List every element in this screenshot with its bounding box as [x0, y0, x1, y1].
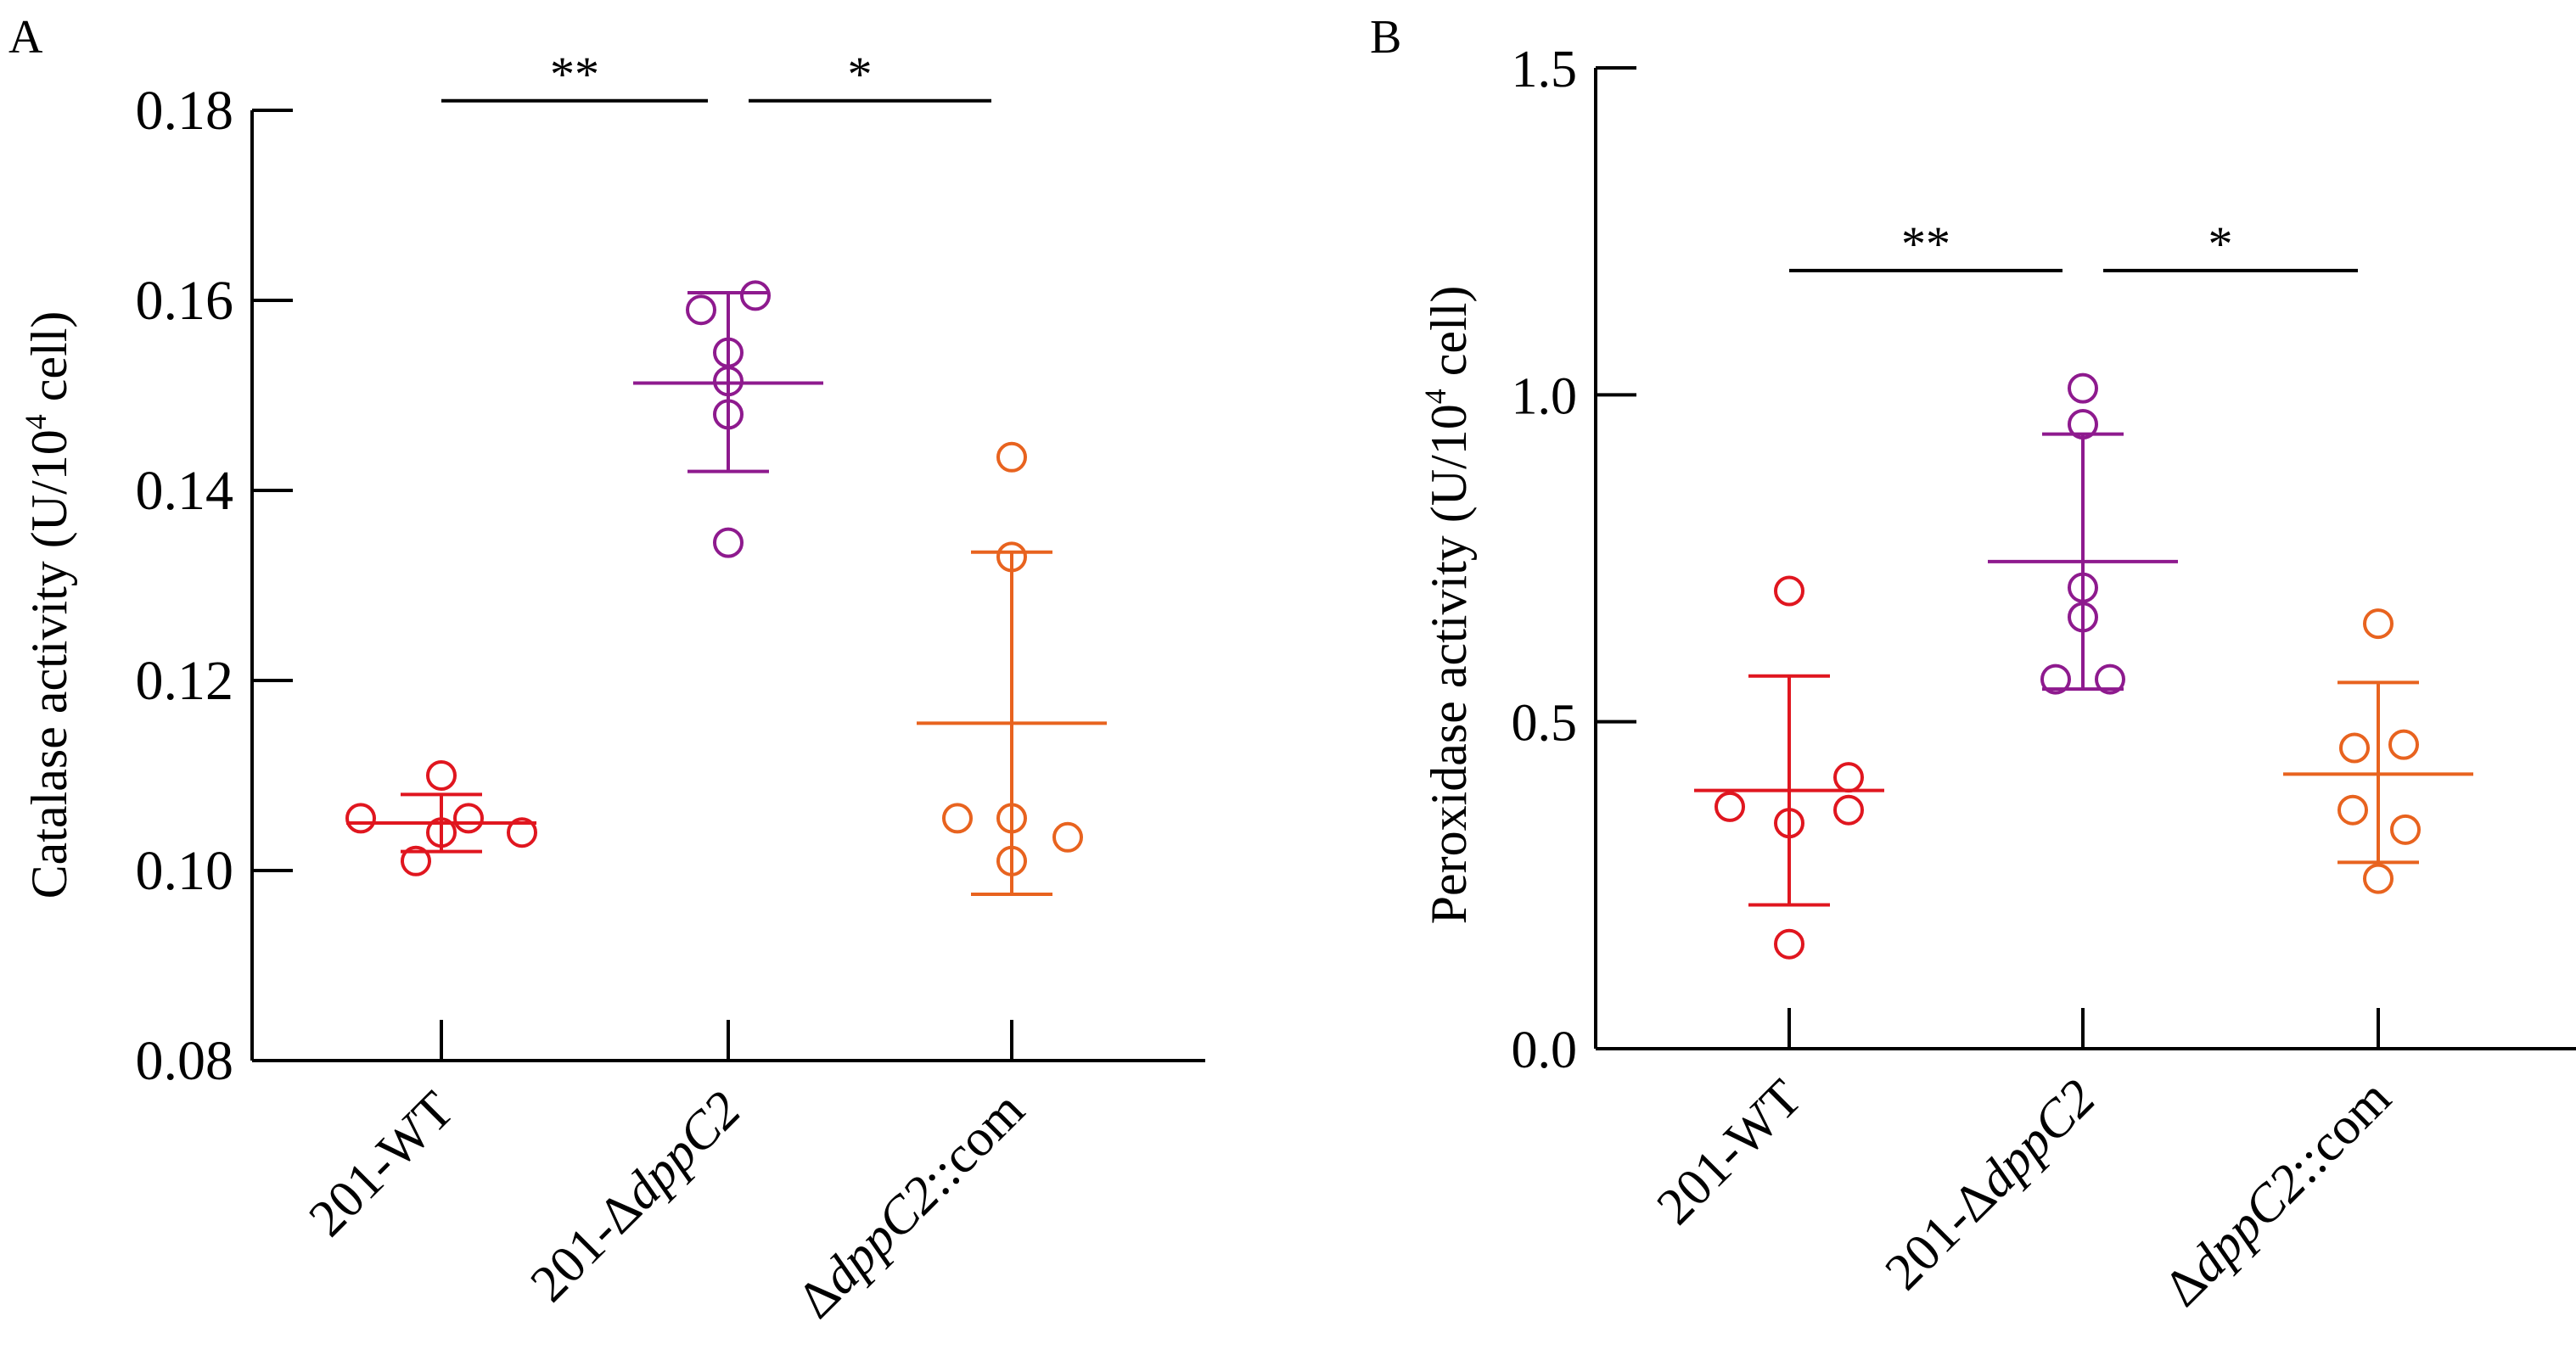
data-point [1774, 575, 1804, 607]
data-point [996, 541, 1027, 573]
panel-b-y-axis-label: Peroxidase activity (U/104 cell) [1418, 286, 1477, 925]
x-tick-label: 201-ΔdppC2 [519, 1081, 752, 1313]
y-tick-label: 0.18 [136, 80, 234, 142]
panel-a-y-axis-label: Catalase activity (U/104 cell) [19, 311, 77, 899]
data-point [2363, 863, 2394, 894]
x-tick-label: ΔdppC2::com [2153, 1069, 2402, 1318]
x-tick-label-italic: dppC2 [1967, 1069, 2107, 1209]
data-point [2095, 664, 2125, 695]
x-tick-label-part: 201-WT [1646, 1069, 1813, 1236]
data-point [426, 817, 457, 848]
data-point [426, 760, 457, 791]
panel-b-letter: B [1370, 11, 1401, 64]
y-tick-label: 0.14 [136, 460, 234, 522]
data-point [2068, 409, 2098, 440]
x-tick-label: ΔdppC2::com [787, 1081, 1035, 1330]
data-point [996, 441, 1027, 473]
panel-a: A 0.08 0.10 0.12 0.14 0.16 0.18 201-WT 201-Δdpp… [8, 11, 1205, 1330]
y-tick-label: 0.16 [136, 270, 234, 332]
x-tick-label-italic: dppC2 [811, 1166, 951, 1306]
significance-label: ** [1901, 216, 1950, 272]
y-tick-label: 0.0 [1512, 1022, 1578, 1079]
data-point [2068, 572, 2098, 603]
x-tick-label: 201-WT [298, 1081, 465, 1248]
data-point [1774, 928, 1804, 960]
x-tick-label: 201-ΔdppC2 [1874, 1069, 2107, 1302]
data-point [713, 366, 744, 397]
data-point [2040, 664, 2071, 695]
data-point [2390, 814, 2421, 845]
significance-label: ** [550, 47, 599, 102]
panel-a-plot: 0.08 0.10 0.12 0.14 0.16 0.18 201-WT 201-ΔdppC2… [136, 47, 1205, 1330]
data-point [942, 803, 973, 834]
data-point [2363, 608, 2394, 640]
y-tick-label: 0.08 [136, 1030, 234, 1092]
data-point [996, 845, 1027, 876]
y-tick-label: 1.0 [1512, 367, 1578, 425]
data-point [2068, 602, 2098, 633]
y-tick-label: 0.10 [136, 840, 234, 902]
data-point [2337, 794, 2368, 826]
data-point [1833, 794, 1864, 826]
x-tick-label-italic: dppC2 [2177, 1154, 2317, 1294]
data-point [1774, 808, 1804, 839]
y-tick-label: 0.5 [1512, 695, 1578, 753]
data-point [453, 803, 484, 834]
data-point [1715, 791, 1745, 822]
data-point [686, 294, 716, 326]
data-point [401, 845, 431, 876]
data-point [713, 399, 744, 430]
data-point [1052, 821, 1083, 853]
data-point [2068, 372, 2098, 404]
significance-label: * [2208, 216, 2233, 272]
data-point [1833, 762, 1864, 793]
y-tick-label: 0.12 [136, 650, 234, 712]
x-tick-label-italic: dppC2 [612, 1081, 752, 1221]
x-tick-label-part: 201-WT [298, 1081, 465, 1248]
data-point [2388, 729, 2419, 760]
data-point [996, 803, 1027, 834]
data-point [2339, 732, 2370, 764]
data-point [507, 817, 537, 848]
data-point [740, 280, 771, 311]
data-point [345, 803, 376, 834]
data-point [713, 527, 744, 558]
x-tick-label: 201-WT [1646, 1069, 1813, 1236]
panel-a-letter: A [8, 11, 43, 64]
significance-label: * [848, 47, 873, 102]
y-tick-label: 1.5 [1512, 41, 1578, 98]
